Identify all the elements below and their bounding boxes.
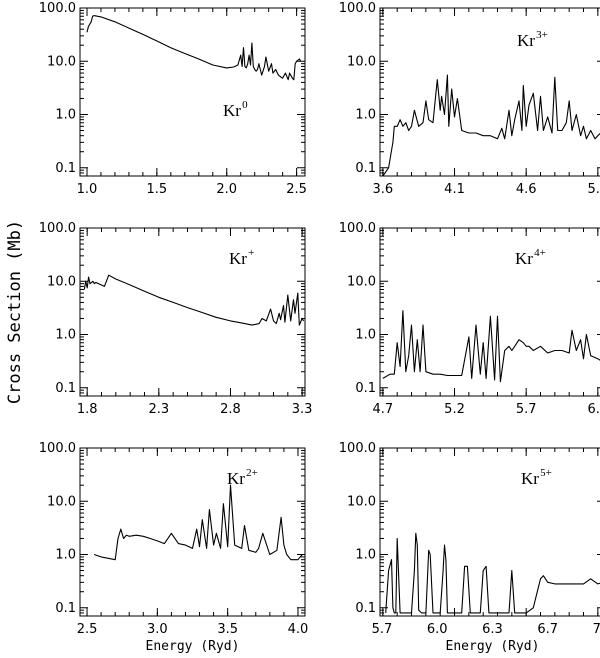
- x-tick-label: 2.0: [216, 182, 237, 197]
- y-tick-label: 0.1: [355, 161, 376, 176]
- y-tick-label: 1.0: [355, 108, 376, 123]
- series-line-Kr4+: [382, 310, 600, 383]
- panel-6: 0.1 1.0 10.0 100.0 5.7 6.0 6.3 6.7 7.2 Kr5+ Energy…: [339, 441, 600, 654]
- x-tick-label: 6.0: [427, 622, 448, 637]
- x-tick-label: 5.7: [372, 622, 393, 637]
- x-tick-label: 5.7: [516, 402, 537, 417]
- series-line-Kr2+: [93, 484, 303, 561]
- panel-5: 0.1 1.0 10.0 100.0 2.5 3.0 3.5 4.0 Kr 2+ Energy (R…: [39, 441, 309, 654]
- plot-frame: [79, 7, 306, 177]
- x-tick-label: 4.7: [373, 402, 394, 417]
- x-tick-label: 6.2: [587, 402, 600, 417]
- x-tick-label: 7.2: [593, 622, 600, 637]
- y-tick-label: 1.0: [355, 328, 376, 343]
- x-tick-label: 5.2: [444, 402, 465, 417]
- y-tick-label: 1.0: [55, 548, 76, 563]
- ion-charge: 2+: [246, 467, 258, 479]
- x-tick-label: 4.0: [288, 622, 309, 637]
- x-tick-label: 2.5: [286, 182, 307, 197]
- x-tick-label: 4.1: [444, 182, 465, 197]
- x-tick-label: 2.5: [77, 622, 98, 637]
- plot-frame: [379, 447, 600, 617]
- panel-4: 0.1 1.0 10.0 100.0 4.7 5.2 5.7 6.2 Kr4+: [339, 221, 600, 417]
- x-tick-label: 1.5: [147, 182, 168, 197]
- y-tick-label: 10.0: [347, 274, 376, 289]
- x-tick-label: 4.6: [516, 182, 537, 197]
- x-tick-label: 3.3: [292, 402, 313, 417]
- ion-label: Kr: [229, 249, 247, 268]
- x-tick-label: 1.0: [77, 182, 98, 197]
- x-tick-label: 6.3: [482, 622, 503, 637]
- y-tick-label: 10.0: [47, 274, 76, 289]
- y-tick-label: 10.0: [47, 54, 76, 69]
- y-tick-label: 100.0: [39, 221, 76, 236]
- y-tick-label: 1.0: [55, 328, 76, 343]
- ion-charge: 4+: [534, 247, 546, 259]
- x-axis-title: Energy (Ryd): [146, 639, 240, 654]
- y-tick-label: 1.0: [55, 108, 76, 123]
- x-tick-label: 3.6: [373, 182, 394, 197]
- ion-label: Kr: [223, 101, 241, 120]
- ion-charge: +: [248, 247, 254, 259]
- plot-frame: [379, 227, 600, 397]
- y-tick-label: 0.1: [55, 381, 76, 396]
- plot-frame: [79, 447, 306, 617]
- ion-charge: 3+: [536, 29, 548, 41]
- series-line-Kr3+: [382, 74, 600, 177]
- panel-2: 0.1 1.0 10.0 100.0 3.6 4.1 4.6 5.1 Kr3+: [339, 1, 600, 197]
- series-line-Kr+: [83, 274, 305, 326]
- ion-charge: 5+: [540, 467, 552, 479]
- ion-charge: 0: [242, 99, 248, 111]
- x-tick-label: 1.8: [77, 402, 98, 417]
- y-tick-label: 100.0: [339, 441, 376, 456]
- x-tick-label: 5.1: [587, 182, 600, 197]
- x-tick-label: 2.8: [220, 402, 241, 417]
- y-tick-label: 100.0: [339, 1, 376, 16]
- plot-frame: [379, 7, 600, 177]
- series-line-Kr0: [86, 15, 302, 81]
- y-tick-label: 1.0: [355, 548, 376, 563]
- y-tick-label: 100.0: [39, 1, 76, 16]
- ion-label: Kr: [521, 469, 539, 488]
- ion-label: Kr: [227, 469, 245, 488]
- y-tick-label: 0.1: [55, 161, 76, 176]
- x-tick-label: 2.3: [148, 402, 169, 417]
- y-tick-label: 10.0: [347, 494, 376, 509]
- x-tick-label: 3.5: [217, 622, 238, 637]
- series-line-Kr5+: [385, 532, 600, 614]
- y-tick-label: 10.0: [47, 494, 76, 509]
- ion-label: Kr: [515, 249, 533, 268]
- x-tick-label: 6.7: [537, 622, 558, 637]
- y-tick-label: 100.0: [39, 441, 76, 456]
- y-axis-title: Cross Section (Mb): [5, 220, 25, 404]
- y-tick-label: 100.0: [339, 221, 376, 236]
- y-tick-label: 10.0: [347, 54, 376, 69]
- y-tick-label: 0.1: [55, 601, 76, 616]
- ion-label: Kr: [517, 31, 535, 50]
- y-tick-label: 0.1: [355, 601, 376, 616]
- plot-frame: [79, 227, 306, 397]
- y-tick-label: 0.1: [355, 381, 376, 396]
- panel-3: 0.1 1.0 10.0 100.0 1.8 2.3 2.8 3.3 Kr +: [39, 221, 313, 417]
- x-tick-label: 3.0: [147, 622, 168, 637]
- x-axis-title: Energy (Ryd): [446, 639, 540, 654]
